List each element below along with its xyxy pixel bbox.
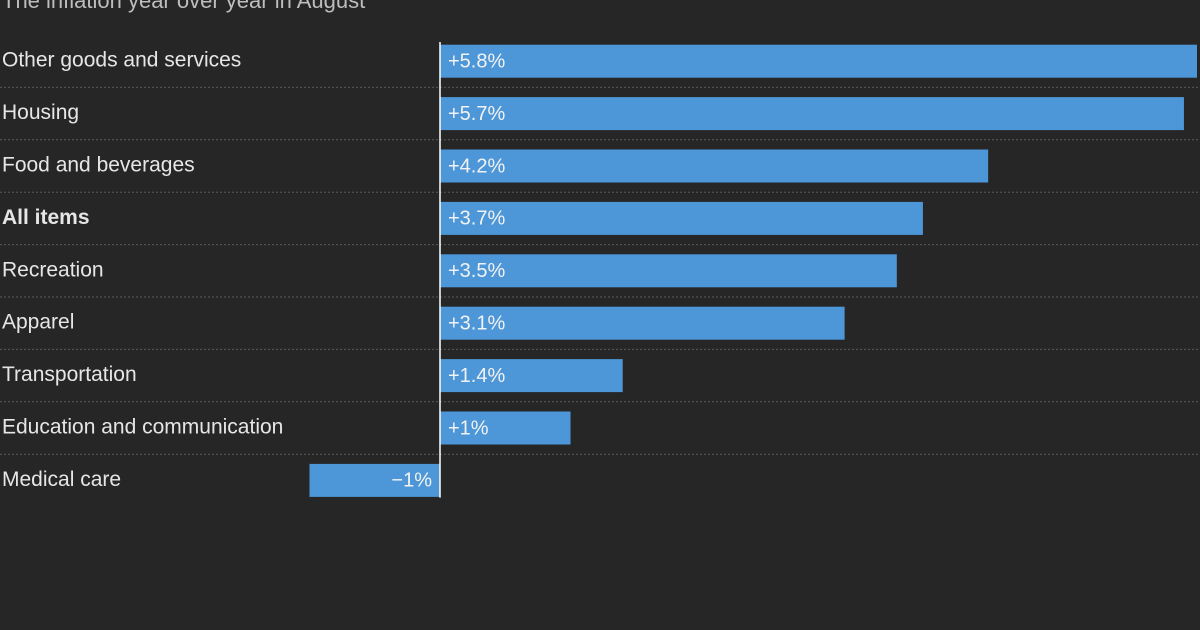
bar xyxy=(440,359,623,393)
value-label: +1% xyxy=(448,417,489,439)
bar xyxy=(440,411,571,445)
bar xyxy=(309,463,440,497)
category-label: Apparel xyxy=(2,311,74,334)
value-label: +4.2% xyxy=(448,155,505,177)
value-label: +3.5% xyxy=(448,260,505,282)
category-label: All items xyxy=(2,206,90,229)
category-label: Recreation xyxy=(2,258,104,281)
value-label: +1.4% xyxy=(448,365,505,387)
value-label: +3.7% xyxy=(448,208,505,230)
category-label: Other goods and services xyxy=(2,49,241,72)
category-label: Housing xyxy=(2,101,79,124)
bar xyxy=(440,149,989,183)
bar xyxy=(440,44,1197,78)
bar xyxy=(440,254,897,288)
value-label: +3.1% xyxy=(448,312,505,334)
bar xyxy=(440,201,923,235)
bar xyxy=(440,97,1184,131)
chart-title: The inflation year over year in August xyxy=(2,0,365,13)
value-label: −1% xyxy=(391,470,432,492)
category-label: Medical care xyxy=(2,468,121,491)
category-label: Transportation xyxy=(2,363,137,386)
category-label: Food and beverages xyxy=(2,154,195,177)
value-label: +5.8% xyxy=(448,50,505,72)
category-label: Education and communication xyxy=(2,416,283,439)
value-label: +5.7% xyxy=(448,103,505,125)
bar xyxy=(440,306,845,340)
